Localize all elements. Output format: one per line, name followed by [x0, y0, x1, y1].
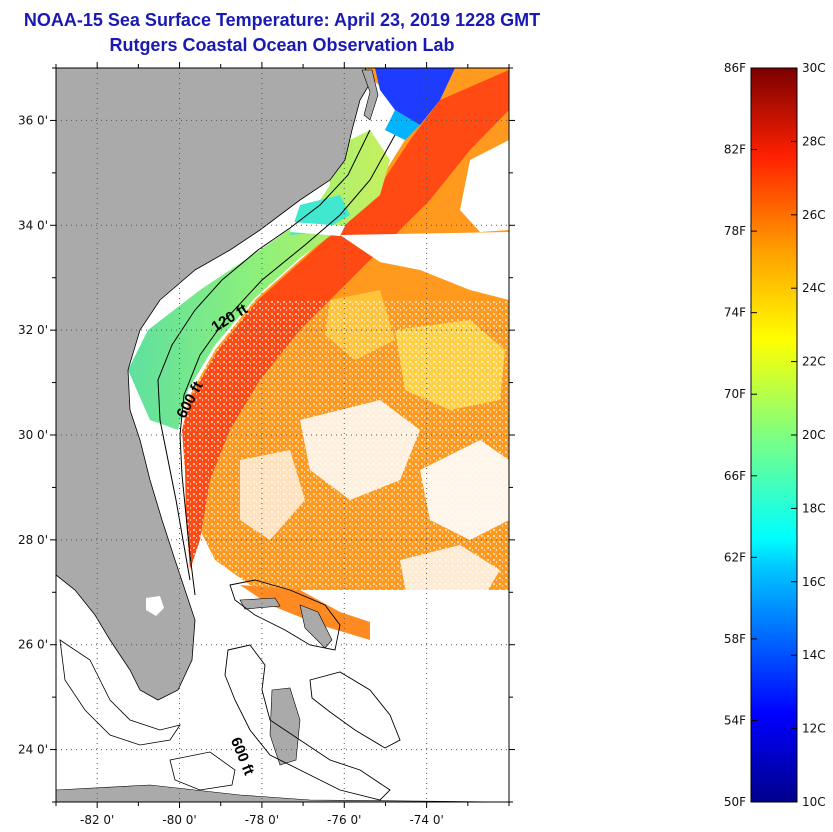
colorbar-c-label: 24C: [802, 281, 826, 295]
lat-tick-label: 36 0': [18, 113, 48, 127]
colorbar-c-label: 16C: [802, 575, 826, 589]
contour-florida-keys: [59, 639, 181, 746]
colorbar-c-label: 18C: [802, 501, 826, 515]
colorbar-c-label: 14C: [802, 648, 826, 662]
map-plot: 120 ft 600 ft 600 ft -82 0' -80 0' -78 0' -…: [18, 62, 515, 827]
lat-tick-label: 34 0': [18, 218, 48, 232]
land-bahamas-abaco: [299, 604, 333, 649]
sst-gulf-stream-core: [182, 70, 509, 570]
colorbar-f-label: 86F: [724, 61, 746, 75]
colorbar-gradient: [750, 67, 798, 803]
colorbar-c-label: 12C: [802, 722, 826, 736]
colorbar-c-label: 22C: [802, 355, 826, 369]
lon-tick-label: -74 0': [409, 813, 443, 827]
colorbar-f-label: 54F: [724, 713, 746, 727]
contour-cuba-shelf: [169, 751, 236, 791]
cloud-cover-region: [460, 140, 509, 232]
sst-cold-water-edge: [385, 110, 420, 140]
lon-tick-label: -76 0': [327, 813, 361, 827]
contour-bahamas: [229, 579, 341, 651]
colorbar-c-label: 30C: [802, 61, 826, 75]
contour-120ft: [157, 129, 371, 581]
cloud-cover-region: [340, 232, 509, 300]
map-gridlines: [56, 68, 509, 802]
lat-tick-label: 24 0': [18, 743, 48, 757]
colorbar-c-label: 10C: [802, 795, 826, 809]
colorbar-f-label: 66F: [724, 469, 746, 483]
contour-bahamas: [224, 644, 391, 801]
lake-okeechobee: [146, 596, 164, 616]
temperature-colorbar: 86F 82F 78F 74F 70F 66F 62F 58F 54F 50F 30C 28C 26C 2…: [724, 61, 826, 809]
lat-tick-label: 32 0': [18, 323, 48, 337]
lon-tick-label: -78 0': [245, 813, 279, 827]
lat-tick-label: 30 0': [18, 428, 48, 442]
colorbar-f-label: 58F: [724, 632, 746, 646]
colorbar-f-label: 74F: [724, 306, 746, 320]
colorbar-labels: 86F 82F 78F 74F 70F 66F 62F 58F 54F 50F 30C 28C 26C 2…: [724, 61, 826, 809]
colorbar-f-label: 50F: [724, 795, 746, 809]
land-outer-banks: [361, 69, 379, 121]
map-axis-ticks: [50, 62, 515, 808]
colorbar-f-label: 70F: [724, 387, 746, 401]
contour-bahamas: [309, 671, 401, 749]
colorbar-f-label: 82F: [724, 143, 746, 157]
lon-tick-label: -82 0': [80, 813, 114, 827]
colorbar-c-label: 28C: [802, 134, 826, 148]
lat-tick-label: 26 0': [18, 638, 48, 652]
lat-tick-label: 28 0': [18, 533, 48, 547]
land-bahamas-andros: [269, 687, 301, 766]
land-southeast-us: [56, 68, 373, 701]
colorbar-ticks: [751, 67, 797, 803]
contour-600ft: [179, 134, 396, 596]
colorbar-f-label: 62F: [724, 550, 746, 564]
sst-cold-water-north: [375, 68, 455, 125]
land-cuba: [56, 784, 509, 802]
map-axis-labels: -82 0' -80 0' -78 0' -76 0' -74 0' 36 0' 34 0'…: [18, 113, 444, 827]
lon-tick-label: -80 0': [162, 813, 196, 827]
map-plot-frame: [55, 67, 510, 803]
colorbar-c-label: 20C: [802, 428, 826, 442]
title-line-1: NOAA-15 Sea Surface Temperature: April 2…: [24, 10, 540, 30]
colorbar-f-label: 78F: [724, 224, 746, 238]
colorbar-c-label: 26C: [802, 208, 826, 222]
title-line-2: Rutgers Coastal Ocean Observation Lab: [109, 35, 454, 55]
